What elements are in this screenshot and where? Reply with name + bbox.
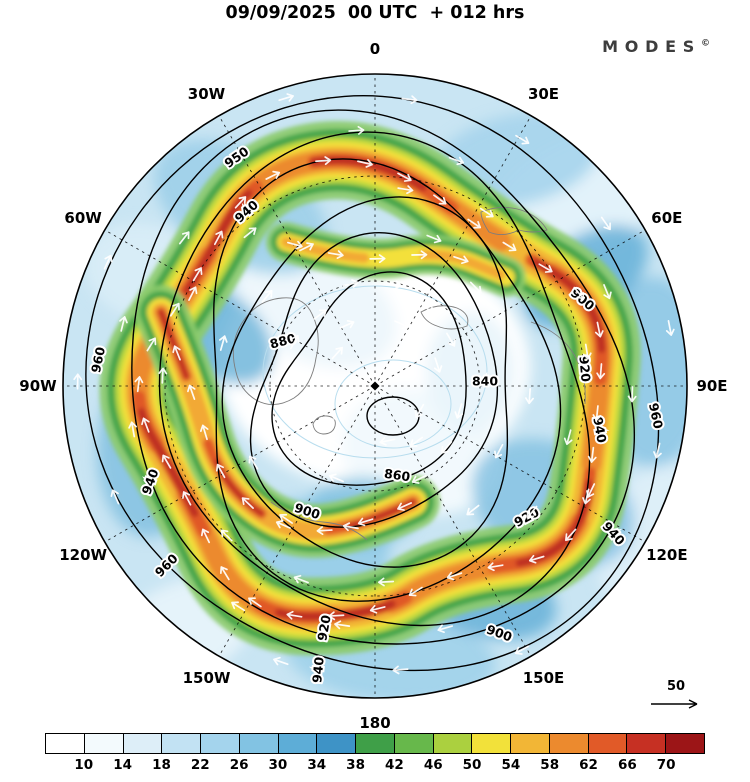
compass-label-180: 180 xyxy=(359,714,391,732)
map-clipped-layers: 9509409008808608409609409609409209209009… xyxy=(63,74,687,698)
compass-label-60W: 60W xyxy=(64,208,102,227)
compass-label-120E: 120E xyxy=(646,545,688,564)
colorbar-tick: 66 xyxy=(617,757,637,773)
colorbar-cell xyxy=(394,734,434,753)
brand-copyright-mark: © xyxy=(701,38,710,49)
colorbar-cell xyxy=(549,734,589,753)
colorbar-cell xyxy=(588,734,628,753)
colorbar-cell xyxy=(201,734,240,753)
colorbar-tick: 70 xyxy=(656,757,676,773)
contour-label-940: 940 xyxy=(309,656,327,684)
colorbar-cell xyxy=(84,734,124,753)
compass-label-90W: 90W xyxy=(19,377,57,395)
colorbar-tick: 10 xyxy=(74,757,94,773)
compass-label-30W: 30W xyxy=(187,85,226,104)
colorbar-cell xyxy=(162,734,202,753)
compass-label-120W: 120W xyxy=(59,545,108,564)
colorbar-tick: 42 xyxy=(385,757,404,773)
colorbar xyxy=(45,733,705,754)
chart-title: 09/09/2025 00 UTC + 012 hrs xyxy=(225,3,525,23)
colorbar-cell xyxy=(239,734,279,753)
compass-label-90E: 90E xyxy=(696,377,728,395)
colorbar-tick: 18 xyxy=(152,757,171,773)
height-contour-layer xyxy=(85,95,660,672)
colorbar-cell xyxy=(46,734,85,753)
colorbar-tick: 62 xyxy=(579,757,598,773)
colorbar-cell xyxy=(317,734,357,753)
colorbar-tick: 22 xyxy=(190,757,210,773)
colorbar-cell xyxy=(278,734,318,753)
colorbar-tick: 54 xyxy=(501,757,521,773)
wind-scale-arrow-icon xyxy=(651,699,698,709)
colorbar-cell xyxy=(627,734,667,753)
contour-label-860: 860 xyxy=(383,466,411,485)
colorbar-cell xyxy=(666,734,705,753)
colorbar-cell xyxy=(356,734,395,753)
colorbar-tick: 50 xyxy=(462,757,482,773)
compass-label-30E: 30E xyxy=(527,85,560,104)
wind-arrow-layer xyxy=(73,93,675,675)
colorbar-tick: 14 xyxy=(113,757,133,773)
compass-label-0: 0 xyxy=(369,40,381,58)
coastline-layer xyxy=(232,207,586,541)
brand-logo: MODES© xyxy=(602,37,710,56)
compass-label-60E: 60E xyxy=(651,208,683,227)
colorbar-ticks: 10 14 18 22 26 30 34 38 42 46 50 54 58 62 66 70 xyxy=(45,757,705,775)
compass-label-150E: 150E xyxy=(522,668,565,687)
colorbar-cell xyxy=(123,734,163,753)
colorbar-tick: 38 xyxy=(346,757,365,773)
colorbar-tick: 58 xyxy=(540,757,560,773)
map-border-circle xyxy=(62,73,688,699)
colorbar-tick: 34 xyxy=(307,757,327,773)
contour-label-940: 940 xyxy=(590,416,609,445)
contour-label-920: 920 xyxy=(576,355,593,383)
colorbar-tick: 26 xyxy=(229,757,249,773)
colorbar-tick: 46 xyxy=(423,757,443,773)
brand-text: MODES xyxy=(602,37,701,56)
contour-label-920: 920 xyxy=(314,613,333,642)
wind-scale-label: 50 xyxy=(666,679,686,694)
polar-map-canvas: 9509409008808608409609409609409209209009… xyxy=(62,73,688,699)
colorbar-cell xyxy=(433,734,473,753)
wind-scale-reference: 50 xyxy=(646,679,706,713)
polar-map: 950 940 900 880 860 840 960 940 960 940 920 920 900 9… xyxy=(61,72,689,700)
colorbar-cell xyxy=(472,734,512,753)
contour-label-840: 840 xyxy=(472,374,498,389)
colorbar-cell xyxy=(511,734,550,753)
colorbar-tick: 30 xyxy=(268,757,288,773)
compass-label-150W: 150W xyxy=(182,668,231,687)
